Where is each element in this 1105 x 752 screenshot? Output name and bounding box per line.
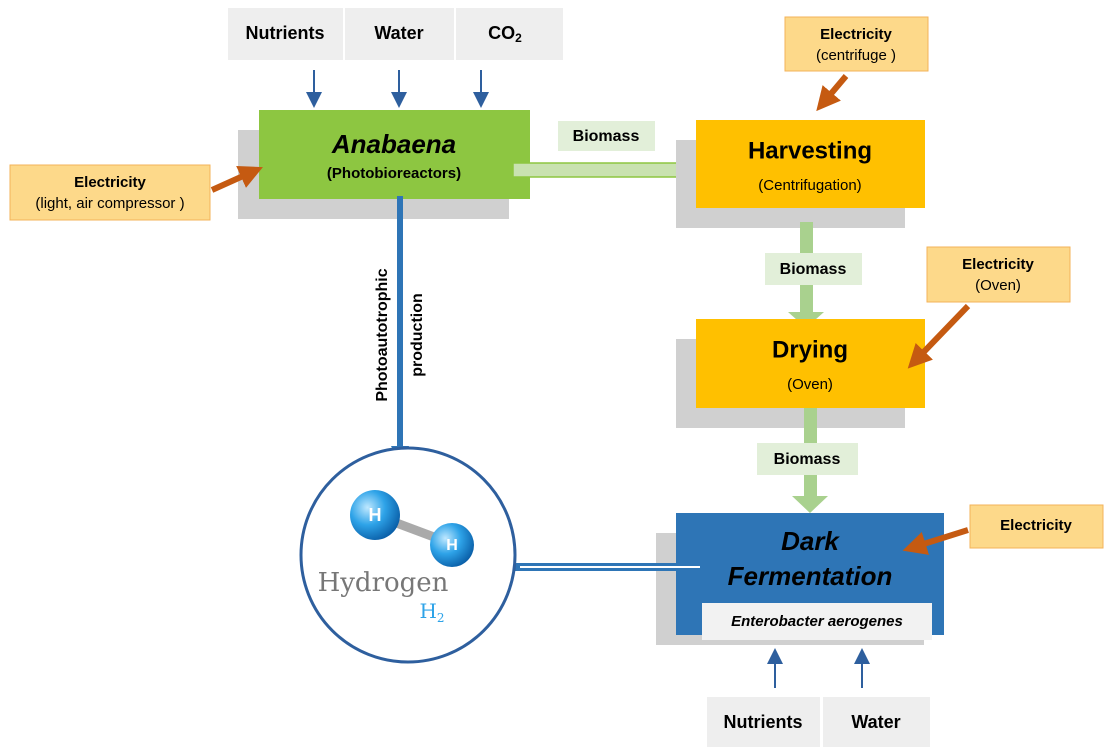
electricity-subtitle: (centrifuge ) [816,47,896,64]
atom-label: H [446,537,458,554]
electricity-title: Electricity [962,256,1034,273]
electricity-title: Electricity [74,174,146,191]
biomass-label: Biomass [774,451,841,468]
formula-subscript: 2 [437,611,445,625]
atom-label: H [369,505,382,525]
input-label: Nutrients [723,712,802,732]
input-label: Water [374,23,423,43]
pathway-label: Photoautotrophic [374,268,391,401]
biomass-label: Biomass [573,128,640,145]
top-inputs: Nutrients Water CO2 [228,8,563,100]
electricity-title: Electricity [820,26,892,43]
electricity-subtitle: (Oven) [975,277,1021,294]
formula-main: H [419,599,436,623]
node-title: Drying [772,336,848,363]
input-label: Water [851,712,900,732]
input-label-main: CO [488,23,515,43]
input-label: Nutrients [245,23,324,43]
diagram: Nutrients Water CO2 Anabaena (Photobiore… [0,0,1105,747]
node-title: Fermentation [728,561,893,591]
node-subtitle: (Centrifugation) [758,177,861,194]
hydrogen-circle [301,448,515,662]
node-title: Harvesting [748,137,872,164]
drying-box [696,319,925,408]
node-title: Dark [781,526,840,556]
electricity-subtitle: (light, air compressor ) [35,195,184,212]
pathway-label: production [409,293,426,377]
arrow [824,76,846,102]
biomass-label: Biomass [780,261,847,278]
input-label-subscript: 2 [515,31,522,45]
organism-label: Enterobacter aerogenes [731,613,903,630]
electricity-title: Electricity [1000,517,1072,534]
node-subtitle: (Oven) [787,376,833,393]
node-subtitle: (Photobioreactors) [327,165,461,182]
node-title: Anabaena [331,129,456,159]
hydrogen-label: Hydrogen [318,568,449,598]
